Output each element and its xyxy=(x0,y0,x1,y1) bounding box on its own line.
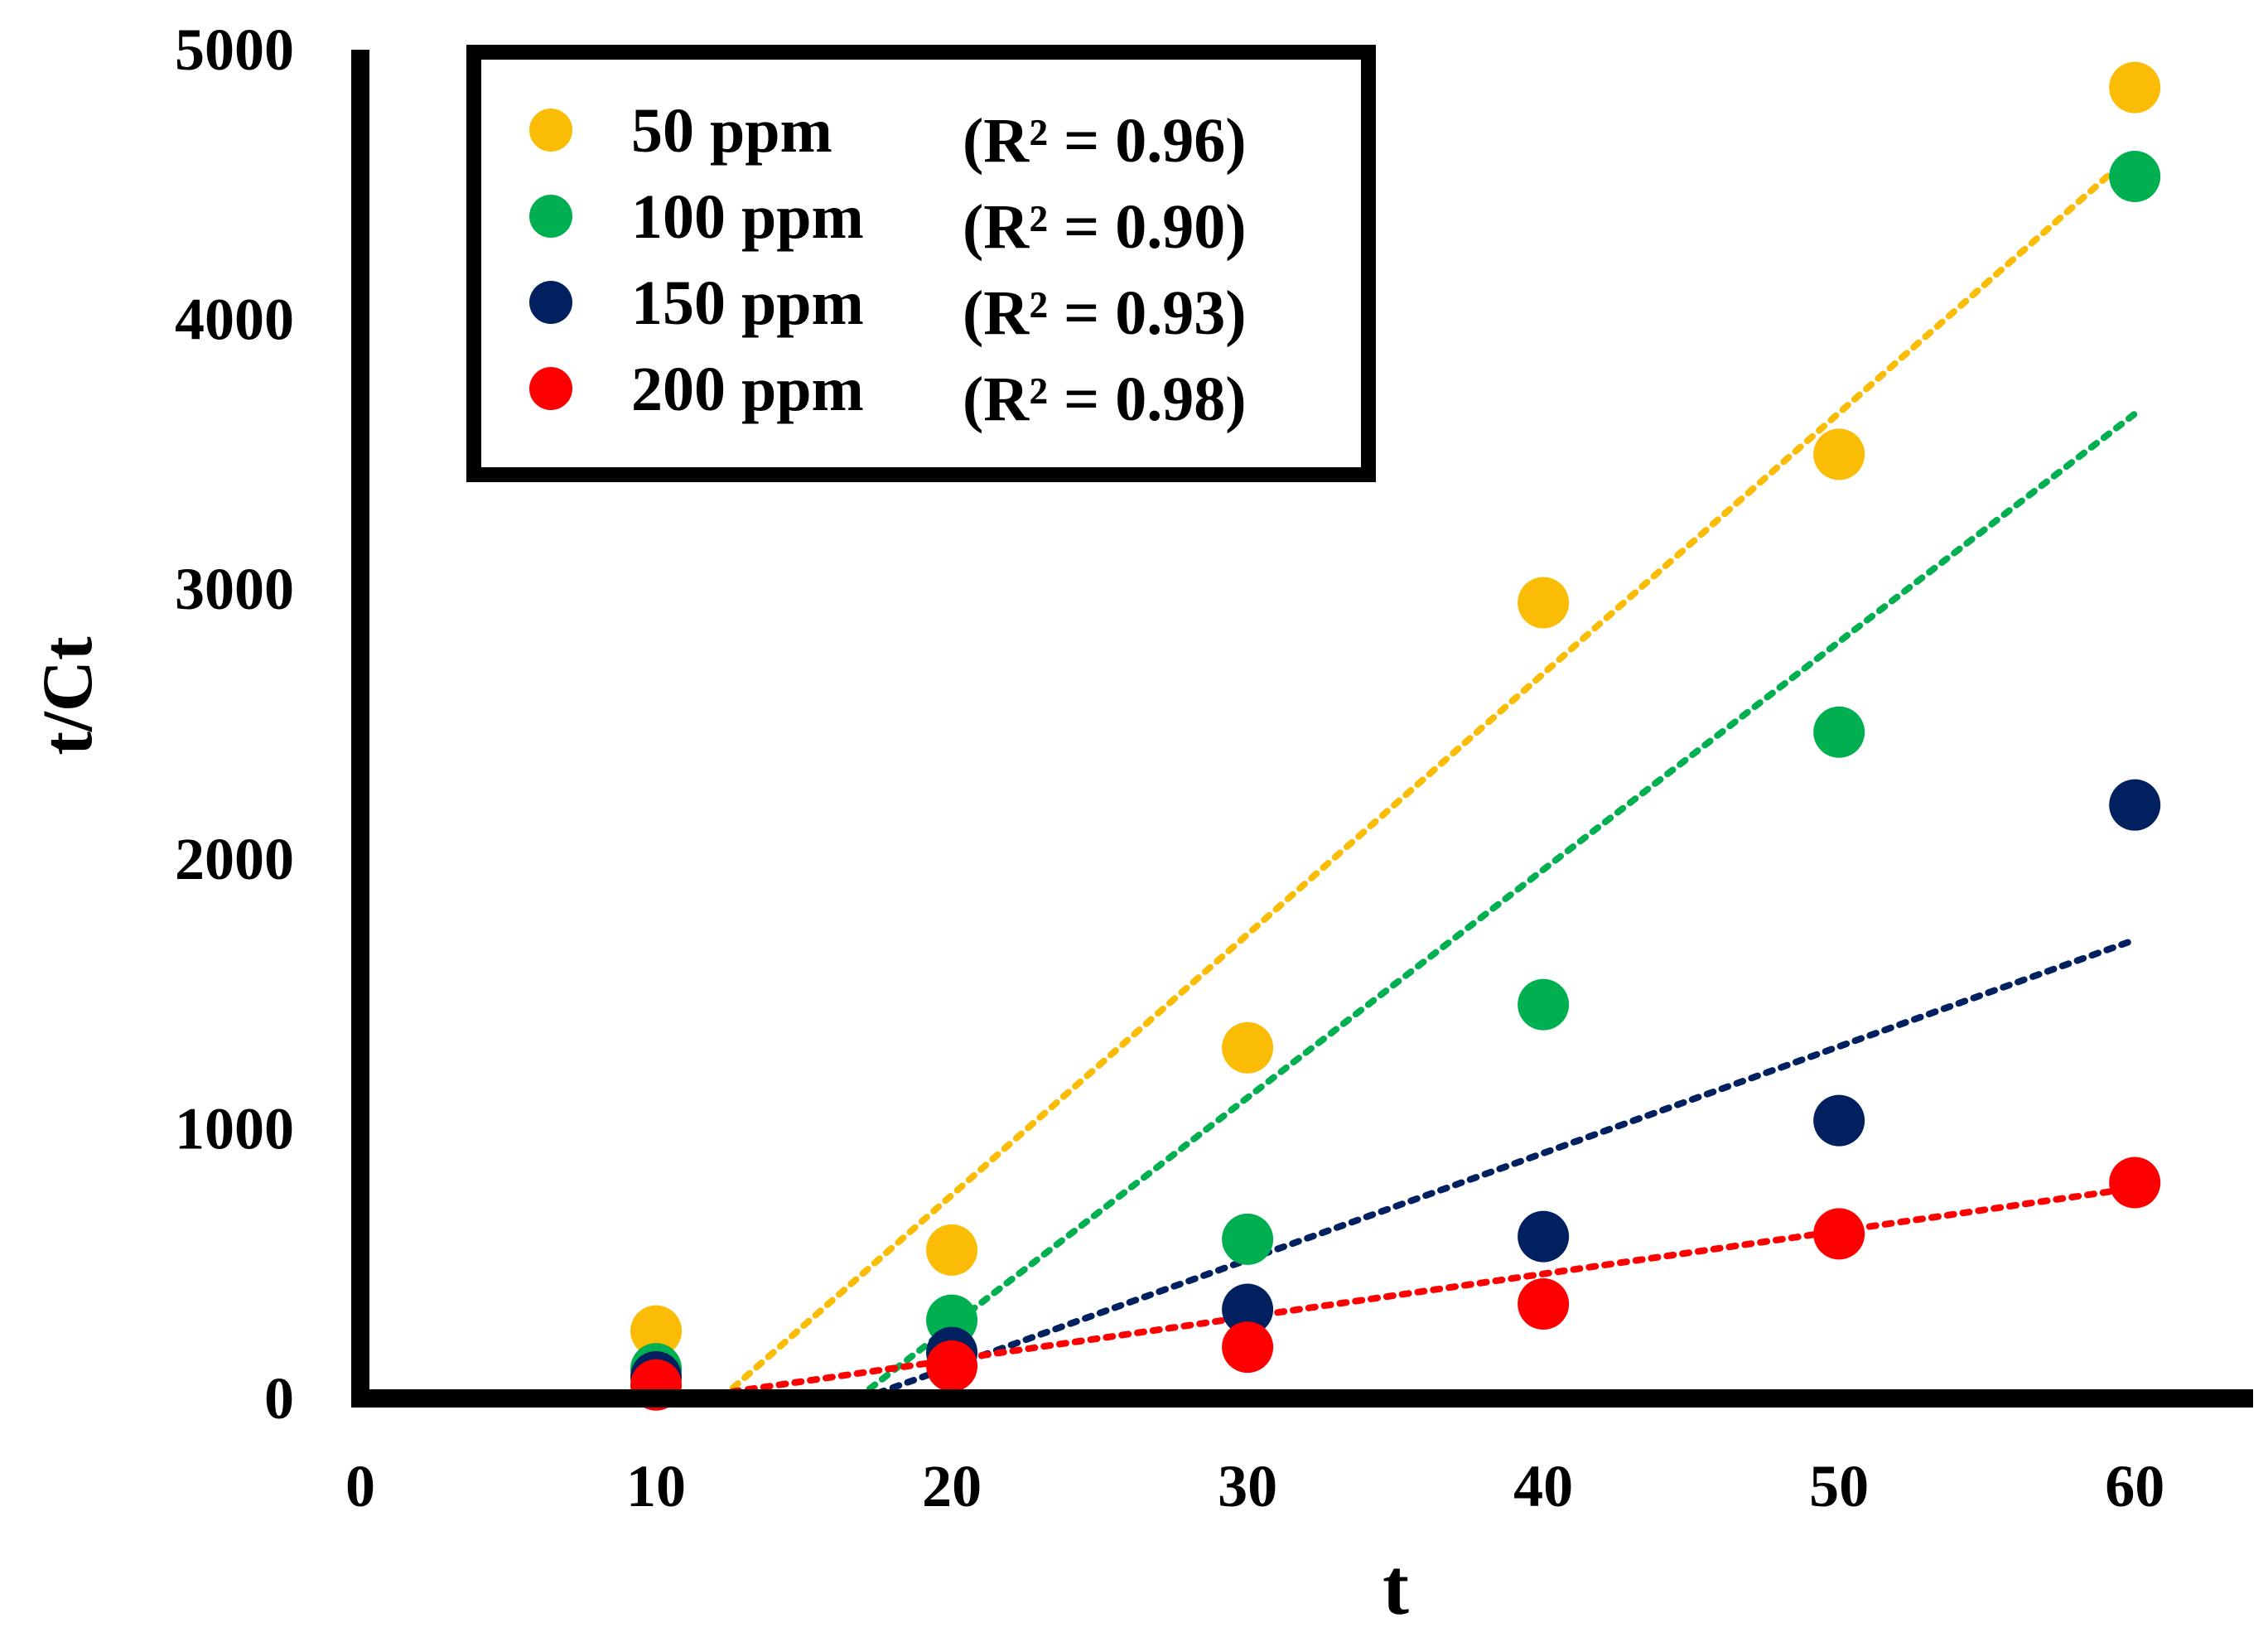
data-point xyxy=(630,1305,683,1357)
data-point xyxy=(2109,61,2161,113)
y-tick-labels: 0 1000 2000 3000 4000 5000 xyxy=(175,17,294,1432)
legend-box xyxy=(466,45,1376,482)
legend-entries: 50 ppm (R² = 0.96) 100 ppm (R² = 0.90) 150 p… xyxy=(529,96,1247,434)
data-point xyxy=(1518,1210,1570,1263)
x-tick-label: 60 xyxy=(2105,1453,2164,1519)
data-point xyxy=(926,1340,978,1392)
legend-label: 150 ppm xyxy=(631,268,864,338)
x-tick-labels: 0 10 20 30 40 50 60 xyxy=(345,1453,2164,1519)
y-tick-label: 0 xyxy=(264,1365,294,1432)
trendline xyxy=(853,410,2139,1402)
x-tick-label: 20 xyxy=(922,1453,982,1519)
legend-r2: (R² = 0.98) xyxy=(963,365,1247,434)
data-point xyxy=(2109,1157,2161,1209)
data-point xyxy=(1222,1021,1274,1074)
x-tick-label: 50 xyxy=(1809,1453,1869,1519)
legend-r2: (R² = 0.96) xyxy=(963,106,1247,176)
x-tick-label: 10 xyxy=(626,1453,686,1519)
x-tick-label: 0 xyxy=(345,1453,375,1519)
legend-marker xyxy=(529,367,572,410)
data-point xyxy=(1813,706,1865,758)
trendline-layer xyxy=(682,148,2139,1402)
data-point xyxy=(1813,428,1865,480)
trendline xyxy=(717,148,2139,1402)
legend-label: 50 ppm xyxy=(631,96,832,166)
legend-marker xyxy=(529,109,572,152)
x-tick-label: 30 xyxy=(1218,1453,1277,1519)
legend-r2: (R² = 0.90) xyxy=(963,192,1247,262)
x-axis-title: t xyxy=(1383,1543,1409,1631)
legend-marker xyxy=(529,281,572,324)
legend-r2: (R² = 0.93) xyxy=(963,278,1247,348)
data-point xyxy=(1222,1321,1274,1374)
data-point xyxy=(926,1224,978,1276)
data-point xyxy=(2109,779,2161,831)
data-point xyxy=(2109,151,2161,203)
y-tick-label: 2000 xyxy=(175,826,294,892)
data-point xyxy=(1813,1208,1865,1260)
data-point xyxy=(1222,1213,1274,1265)
data-point xyxy=(1518,577,1570,629)
data-point xyxy=(1518,978,1570,1031)
y-axis-title: t/Ct xyxy=(27,636,107,756)
x-tick-label: 40 xyxy=(1513,1453,1573,1519)
y-tick-label: 1000 xyxy=(175,1095,294,1161)
legend-label: 100 ppm xyxy=(631,182,864,252)
y-tick-label: 5000 xyxy=(175,17,294,83)
y-tick-label: 4000 xyxy=(175,287,294,353)
data-point xyxy=(1813,1094,1865,1147)
trendline xyxy=(859,936,2139,1402)
legend-marker xyxy=(529,195,572,238)
y-tick-label: 3000 xyxy=(175,556,294,622)
data-point-layer xyxy=(630,61,2161,1411)
data-point xyxy=(1518,1278,1570,1330)
data-point xyxy=(1222,1283,1274,1335)
trendline xyxy=(682,1185,2139,1402)
legend-label: 200 ppm xyxy=(631,355,864,424)
legend: 50 ppm (R² = 0.96) 100 ppm (R² = 0.90) 150 p… xyxy=(466,45,1376,482)
